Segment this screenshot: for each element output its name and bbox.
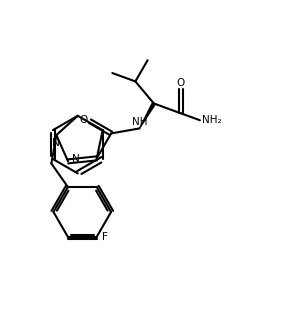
- Text: NH₂: NH₂: [202, 115, 222, 125]
- Text: NH: NH: [132, 117, 147, 127]
- Text: O: O: [177, 78, 185, 87]
- Text: O: O: [79, 115, 88, 125]
- Text: N: N: [72, 154, 80, 164]
- Text: F: F: [102, 232, 108, 242]
- Polygon shape: [139, 103, 155, 128]
- Text: N: N: [52, 138, 60, 148]
